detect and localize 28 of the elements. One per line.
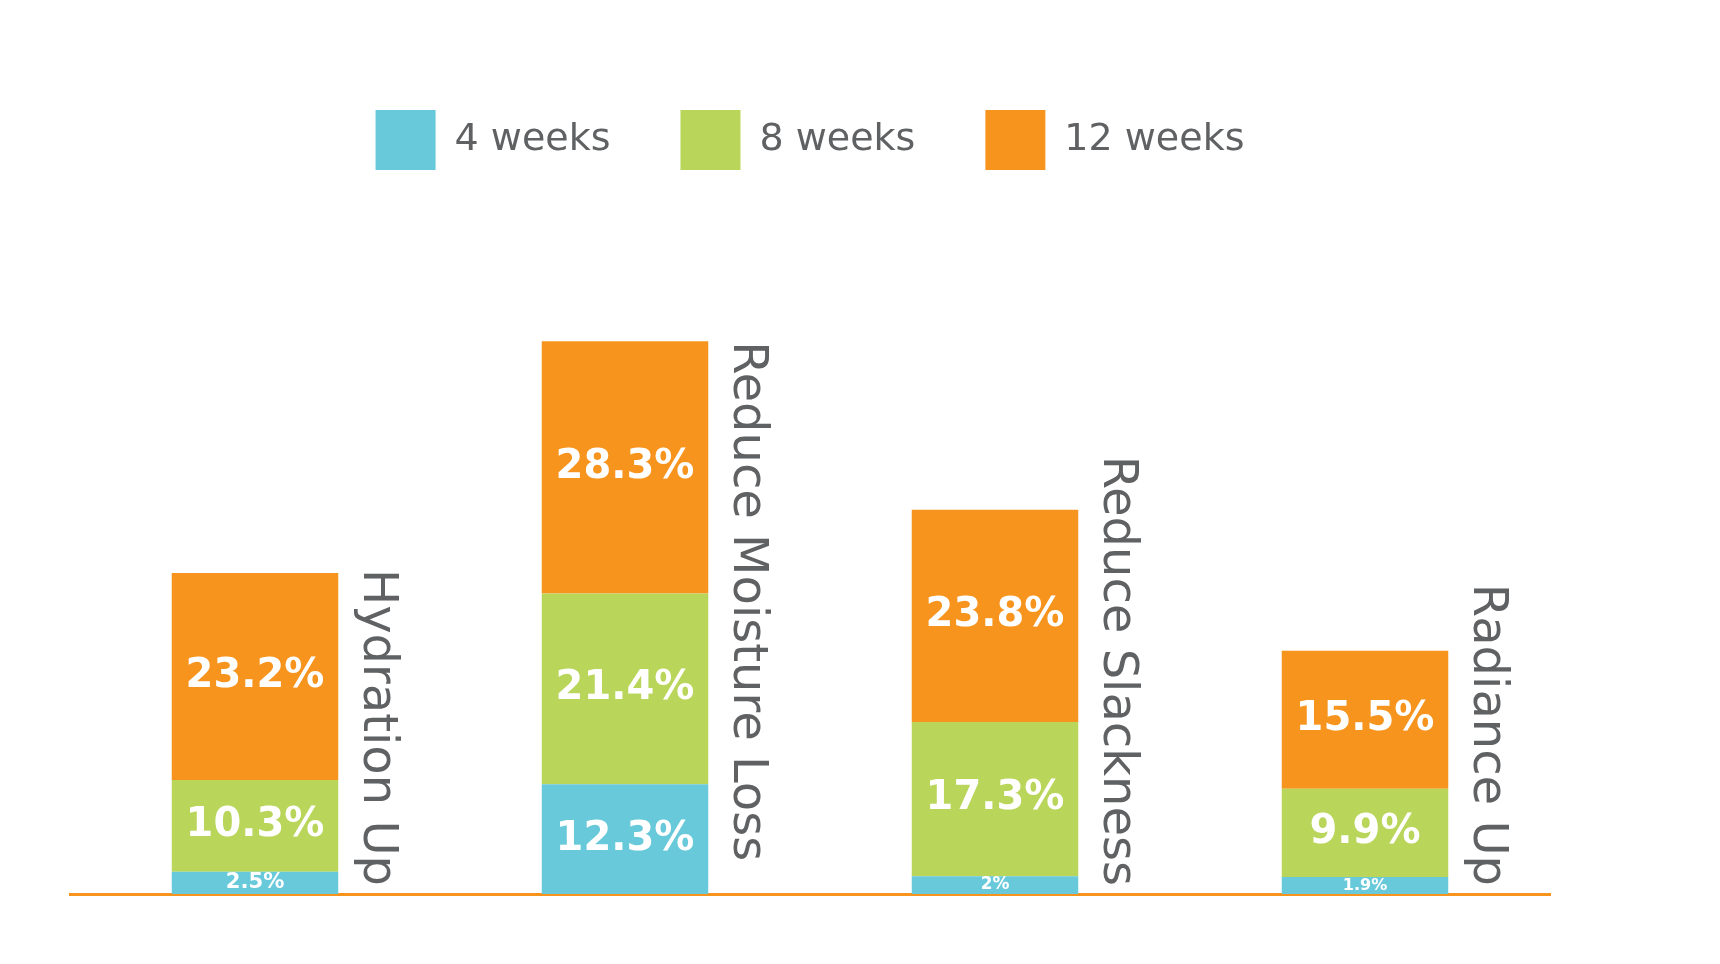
legend-label: 4 weeks — [454, 114, 611, 159]
legend-label: 8 weeks — [759, 114, 916, 159]
data-label: 23.8% — [925, 589, 1065, 636]
bar — [541, 784, 709, 894]
x-tick-label: Reduce Slackness — [1092, 455, 1149, 886]
data-label: 12.3% — [555, 812, 695, 859]
bar — [1281, 650, 1449, 789]
legend-label: 12 weeks — [1064, 114, 1245, 159]
bar — [541, 341, 709, 594]
data-label: 1.9% — [1342, 874, 1388, 894]
data-label: 17.3% — [925, 772, 1065, 819]
bar — [911, 509, 1079, 722]
bar — [911, 721, 1079, 877]
data-label: 10.3% — [185, 799, 325, 846]
x-tick-label: Hydration Up — [352, 569, 409, 886]
bar — [171, 573, 339, 780]
data-label: 23.2% — [185, 649, 325, 696]
bar — [1281, 877, 1449, 894]
x-tick-label: Reduce Moisture Loss — [722, 341, 779, 862]
data-label: 28.3% — [555, 440, 695, 487]
data-label: 2% — [980, 873, 1010, 894]
data-label: 9.9% — [1309, 806, 1421, 853]
data-label: 2.5% — [225, 868, 285, 894]
bar — [541, 593, 709, 785]
x-tick-label: Radiance Up — [1462, 583, 1519, 887]
bar — [911, 876, 1079, 894]
data-label: 21.4% — [555, 662, 695, 709]
data-label: 15.5% — [1295, 693, 1435, 740]
